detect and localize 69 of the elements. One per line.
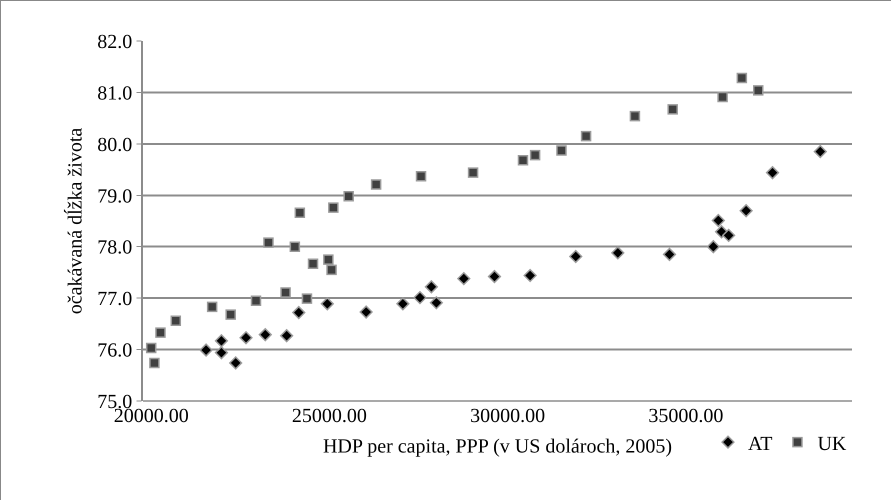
y-tick-label: 81.0 — [97, 82, 132, 104]
point — [556, 145, 567, 156]
point — [736, 72, 748, 84]
point — [524, 268, 537, 282]
point — [258, 328, 272, 342]
point — [370, 179, 382, 190]
point — [413, 291, 427, 304]
x-tick-label: 35000.00 — [648, 405, 724, 427]
point — [155, 327, 166, 338]
point — [717, 92, 728, 102]
y-axis-title: očakávaná dĺžka života — [63, 128, 86, 314]
point — [206, 302, 218, 312]
point — [229, 356, 242, 370]
point — [199, 343, 213, 357]
legend-label: AT — [748, 432, 772, 455]
point — [662, 248, 676, 262]
y-tick-label: 80.0 — [97, 134, 132, 156]
x-tick-label: 25000.00 — [292, 405, 367, 427]
point — [280, 287, 291, 298]
point — [706, 240, 720, 254]
point — [302, 293, 312, 304]
point — [488, 270, 502, 284]
point — [518, 155, 528, 166]
point — [580, 130, 592, 142]
point — [569, 250, 582, 264]
point — [326, 264, 337, 276]
point — [468, 167, 478, 178]
x-axis-title: HDP per capita, PPP (v US dolároch, 2005) — [322, 436, 672, 458]
point — [214, 346, 228, 360]
point — [294, 208, 306, 218]
y-tick-label: 76.0 — [97, 340, 132, 362]
point — [722, 228, 736, 242]
point — [396, 297, 410, 310]
point — [814, 144, 827, 158]
point — [263, 237, 274, 248]
point — [766, 166, 780, 180]
point — [611, 246, 624, 260]
y-tick-label: 82.0 — [97, 31, 132, 53]
point — [630, 110, 640, 122]
y-tick-label: 77.0 — [97, 288, 132, 310]
point — [360, 305, 373, 319]
point — [214, 334, 228, 348]
point — [239, 331, 253, 344]
point — [323, 254, 334, 265]
point — [430, 296, 443, 310]
point — [343, 191, 354, 202]
point — [667, 104, 678, 115]
legend-label: UK — [817, 432, 847, 455]
point — [170, 316, 182, 326]
point — [740, 204, 753, 218]
point — [712, 214, 725, 228]
y-tick-label: 78.0 — [97, 236, 132, 259]
point — [320, 297, 334, 310]
point — [416, 171, 426, 182]
point — [225, 309, 236, 320]
point — [308, 258, 318, 269]
point — [149, 358, 160, 368]
x-tick-label: 30000.00 — [470, 405, 546, 427]
point — [250, 295, 262, 306]
point — [530, 150, 540, 160]
point — [328, 202, 339, 213]
point — [280, 329, 294, 342]
point — [290, 241, 300, 252]
point — [424, 280, 438, 294]
point — [457, 272, 470, 286]
point — [146, 342, 156, 354]
point — [292, 306, 306, 320]
y-tick-label: 79.0 — [97, 185, 132, 208]
point — [753, 85, 764, 96]
